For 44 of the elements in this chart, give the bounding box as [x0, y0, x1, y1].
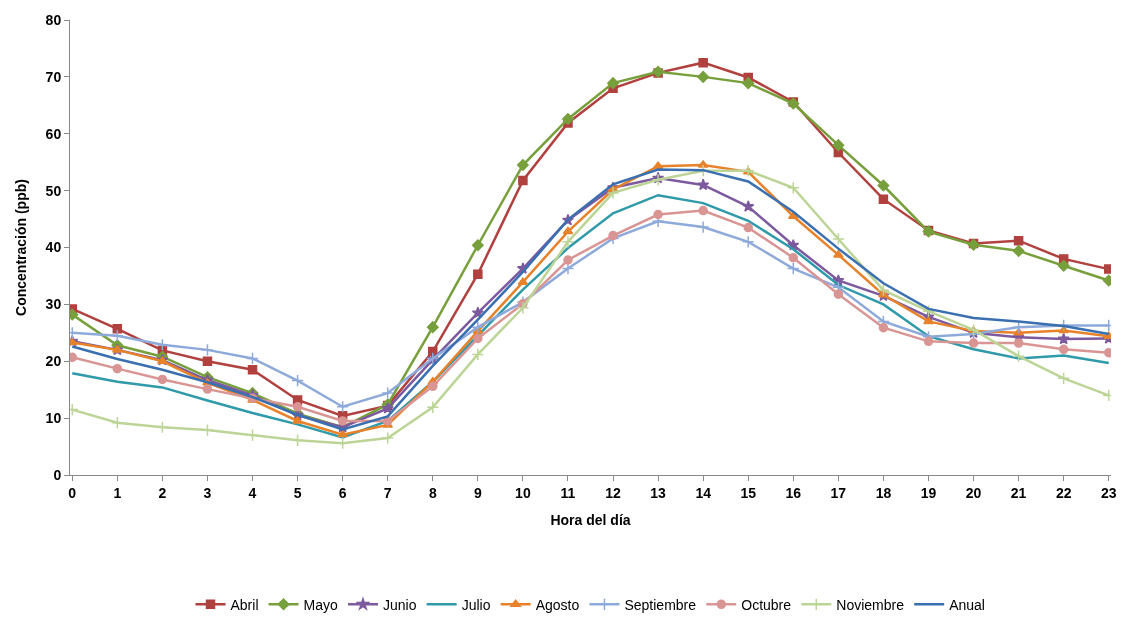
y-tick-label: 50: [45, 182, 62, 199]
y-tick-label: 60: [45, 125, 62, 142]
x-tick-label: 20: [965, 484, 982, 501]
x-tick-label: 14: [695, 484, 712, 501]
x-tick-label: 1: [113, 484, 122, 501]
x-tick-label: 8: [428, 484, 437, 501]
x-tick-label: 9: [473, 484, 482, 501]
x-tick-label: 12: [605, 484, 622, 501]
y-axis-title: Concentración (ppb): [13, 179, 30, 316]
x-tick-label: 16: [785, 484, 802, 501]
legend-label: Junio: [382, 596, 417, 613]
y-tick-label: 20: [45, 353, 62, 370]
y-tick-label: 0: [53, 466, 62, 483]
y-tick-label: 30: [45, 296, 62, 313]
y-tick-label: 10: [45, 410, 62, 427]
x-tick-label: 21: [1010, 484, 1027, 501]
legend-label: Octubre: [741, 596, 792, 613]
x-tick-label: 0: [68, 484, 77, 501]
x-tick-label: 17: [830, 484, 847, 501]
x-tick-label: 19: [920, 484, 937, 501]
legend-label: Anual: [949, 596, 985, 613]
legend-label: Julio: [461, 596, 491, 613]
legend-label: Septiembre: [624, 596, 697, 613]
legend-label: Noviembre: [836, 596, 905, 613]
x-tick-label: 2: [158, 484, 167, 501]
legend-label: Mayo: [303, 596, 338, 613]
x-tick-label: 22: [1055, 484, 1072, 501]
y-tick-label: 40: [45, 239, 62, 256]
x-tick-label: 3: [203, 484, 212, 501]
x-tick-label: 5: [293, 484, 302, 501]
x-tick-label: 11: [560, 484, 576, 501]
x-tick-label: 23: [1100, 484, 1117, 501]
x-tick-label: 4: [248, 484, 257, 501]
x-tick-label: 18: [875, 484, 892, 501]
legend-label: Abril: [230, 596, 259, 613]
legend-label: Agosto: [535, 596, 580, 613]
x-tick-label: 6: [338, 484, 347, 501]
x-tick-label: 15: [740, 484, 757, 501]
y-tick-label: 70: [45, 68, 62, 85]
x-tick-label: 7: [383, 484, 392, 501]
y-tick-label: 80: [45, 11, 62, 28]
x-tick-label: 10: [515, 484, 531, 501]
x-axis-title: Hora del día: [550, 512, 631, 529]
x-tick-label: 13: [650, 484, 667, 501]
